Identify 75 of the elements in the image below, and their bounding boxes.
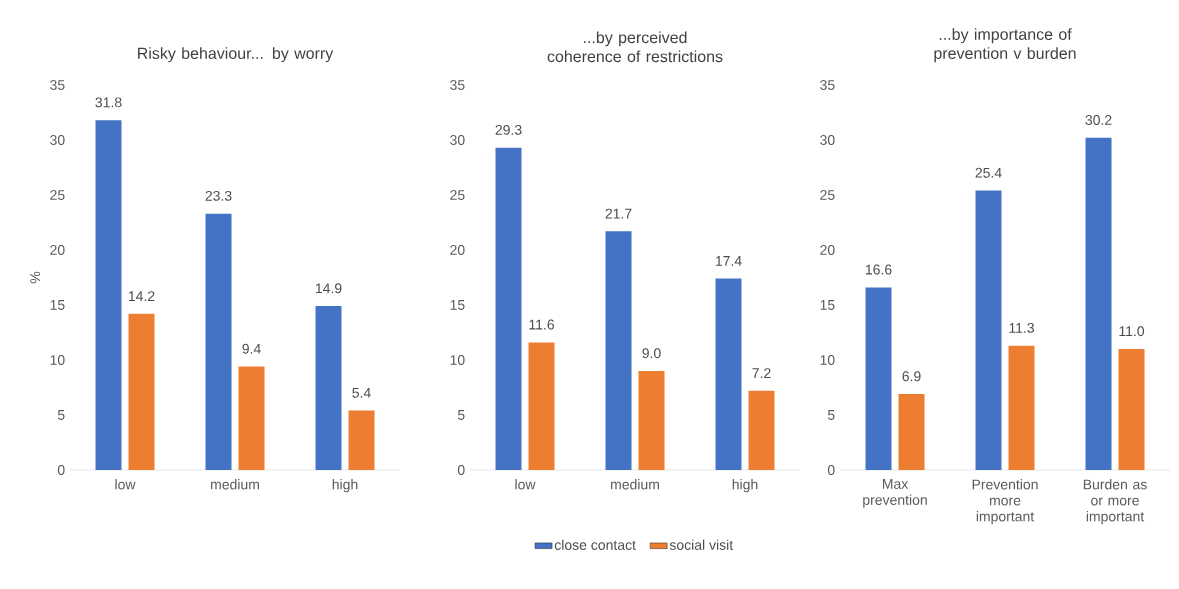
data-label: 11.6 [529, 319, 554, 330]
data-label: 9.4 [242, 343, 261, 354]
y-tick-label: 30 [50, 135, 65, 145]
y-tick-label: 10 [820, 355, 835, 365]
data-label: 29.3 [495, 124, 522, 135]
y-tick-label: 15 [50, 300, 65, 310]
y-tick-label: 30 [820, 135, 835, 145]
x-tick-label: low [515, 479, 536, 490]
data-label: 30.2 [1085, 115, 1112, 125]
y-tick-label: 35 [820, 80, 835, 90]
data-label: 14.2 [128, 291, 155, 301]
x-tick-label: high [332, 479, 358, 493]
bar [1008, 345, 1035, 470]
data-label: 11.0 [1119, 326, 1145, 337]
chart-title: Risky behaviour... by worry [138, 47, 334, 63]
legend-label: close contact [554, 539, 636, 550]
x-tick-label: medium [211, 479, 259, 490]
y-tick-label: 15 [820, 300, 835, 310]
bar [528, 342, 555, 470]
y-tick-label: 35 [450, 80, 465, 90]
data-label: 9.0 [642, 348, 661, 359]
bar [865, 287, 892, 470]
data-label: 23.3 [205, 190, 232, 201]
y-tick-label: 0 [57, 465, 65, 475]
bar [605, 231, 632, 470]
y-tick-label: 10 [50, 355, 65, 365]
bar [95, 120, 122, 470]
bar [975, 190, 1002, 470]
data-label: 7.2 [752, 368, 771, 378]
y-tick-label: 25 [820, 190, 835, 200]
y-tick-label: 30 [450, 135, 465, 145]
y-tick-label: 20 [50, 245, 65, 255]
bar [348, 410, 375, 470]
data-label: 5.4 [352, 387, 371, 398]
bar [495, 147, 522, 470]
y-tick-label: 0 [827, 465, 835, 475]
bar [238, 366, 265, 470]
x-tick-label: high [732, 479, 758, 493]
y-tick-label: 15 [450, 300, 465, 310]
data-label: 21.7 [605, 208, 632, 219]
bar [205, 213, 232, 470]
y-tick-label: 20 [820, 245, 835, 255]
data-label: 31.8 [95, 97, 122, 108]
legend-label: social visit [669, 539, 734, 550]
bar [748, 390, 775, 470]
data-label: 14.9 [315, 283, 342, 294]
data-label: 6.9 [902, 371, 921, 382]
y-tick-label: 0 [457, 465, 465, 475]
y-axis-title: % [30, 271, 41, 284]
y-tick-label: 10 [450, 355, 465, 365]
data-label: 11.3 [1009, 322, 1034, 333]
data-label: 17.4 [715, 256, 742, 266]
data-label: 25.4 [975, 167, 1002, 178]
bar [1085, 137, 1112, 470]
bar [315, 306, 342, 470]
bar [898, 394, 925, 470]
x-tick-label: Max prevention [863, 479, 927, 508]
y-tick-label: 5 [57, 410, 65, 420]
y-tick-label: 5 [457, 410, 465, 420]
y-tick-label: 35 [50, 80, 65, 90]
x-tick-label: low [115, 479, 136, 490]
chart-title: ...by perceived coherence of restrictions [547, 31, 723, 63]
x-tick-label: Prevention more important [972, 479, 1038, 525]
data-label: 16.6 [865, 264, 892, 275]
bar [128, 313, 155, 470]
bar [715, 278, 742, 470]
y-tick-label: 5 [827, 410, 835, 420]
chart-title: ...by importance of prevention v burden [934, 28, 1076, 63]
y-tick-label: 20 [450, 245, 465, 255]
y-tick-label: 25 [50, 190, 65, 200]
bar [638, 371, 665, 470]
x-tick-label: Burden as or more important [1083, 479, 1147, 525]
x-tick-label: medium [611, 479, 659, 490]
y-tick-label: 25 [450, 190, 465, 200]
bar [1118, 349, 1145, 470]
